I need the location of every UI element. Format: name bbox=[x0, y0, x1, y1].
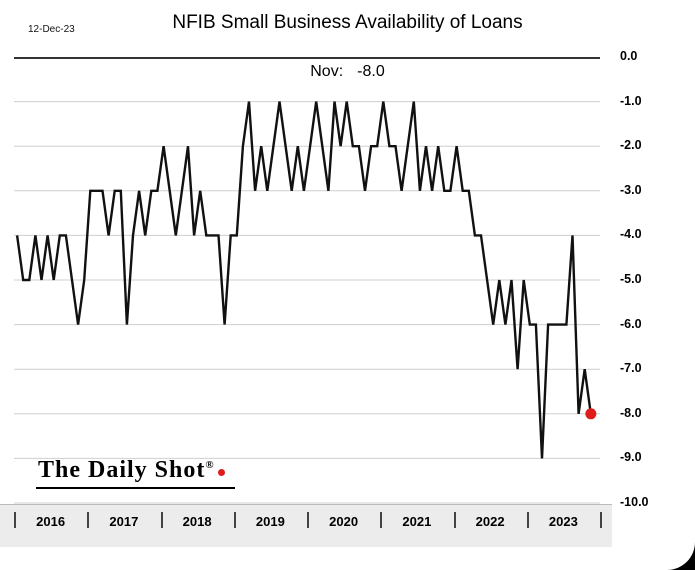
y-tick-label: 0.0 bbox=[620, 49, 638, 63]
x-axis: 2016 2017 2018 2019 2020 2021 2022 2023 bbox=[0, 504, 612, 547]
x-tick bbox=[233, 512, 236, 528]
chart-title: NFIB Small Business Availability of Loan… bbox=[172, 12, 523, 33]
x-tick bbox=[600, 512, 602, 528]
x-year-label: 2021 bbox=[402, 514, 432, 529]
x-tick bbox=[307, 512, 309, 528]
x-tick bbox=[526, 512, 529, 528]
data-line bbox=[15, 101, 592, 459]
chart-date: 12-Dec-23 bbox=[28, 24, 75, 35]
latest-value: -8.0 bbox=[357, 63, 385, 80]
x-tick bbox=[87, 512, 90, 528]
x-tick bbox=[380, 512, 383, 528]
latest-month-label: Nov: bbox=[310, 63, 344, 80]
x-tick bbox=[14, 512, 16, 528]
y-tick-label: -3.0 bbox=[620, 182, 642, 197]
y-tick-label: -4.0 bbox=[620, 227, 642, 242]
x-year-label: 2017 bbox=[109, 514, 139, 529]
daily-shot-logo: The Daily Shot® bbox=[36, 457, 235, 489]
x-year-label: 2020 bbox=[329, 514, 359, 529]
x-year-label: 2018 bbox=[182, 514, 212, 529]
latest-point-marker bbox=[585, 408, 597, 420]
y-tick-label: -7.0 bbox=[620, 361, 642, 376]
x-year-label: 2022 bbox=[475, 514, 505, 529]
latest-value-annotation: Nov: -8.0 bbox=[0, 63, 695, 81]
x-year-label: 2019 bbox=[255, 514, 285, 529]
registered-mark: ® bbox=[205, 459, 215, 471]
y-tick-label: -8.0 bbox=[620, 405, 642, 420]
logo-text: The Daily Shot bbox=[38, 457, 206, 483]
y-tick-label: -5.0 bbox=[620, 272, 642, 286]
y-tick-label: -6.0 bbox=[620, 316, 642, 331]
y-tick-label: -2.0 bbox=[620, 138, 642, 153]
y-tick-label: -9.0 bbox=[620, 450, 642, 465]
x-year-label: 2023 bbox=[548, 514, 578, 529]
y-tick-label: -1.0 bbox=[620, 93, 642, 108]
y-tick-label: -10.0 bbox=[620, 495, 649, 509]
x-tick bbox=[453, 512, 456, 528]
logo-red-dot-icon bbox=[217, 469, 225, 476]
line-chart bbox=[14, 57, 600, 504]
x-year-label: 2016 bbox=[36, 514, 66, 529]
x-tick bbox=[160, 512, 163, 528]
